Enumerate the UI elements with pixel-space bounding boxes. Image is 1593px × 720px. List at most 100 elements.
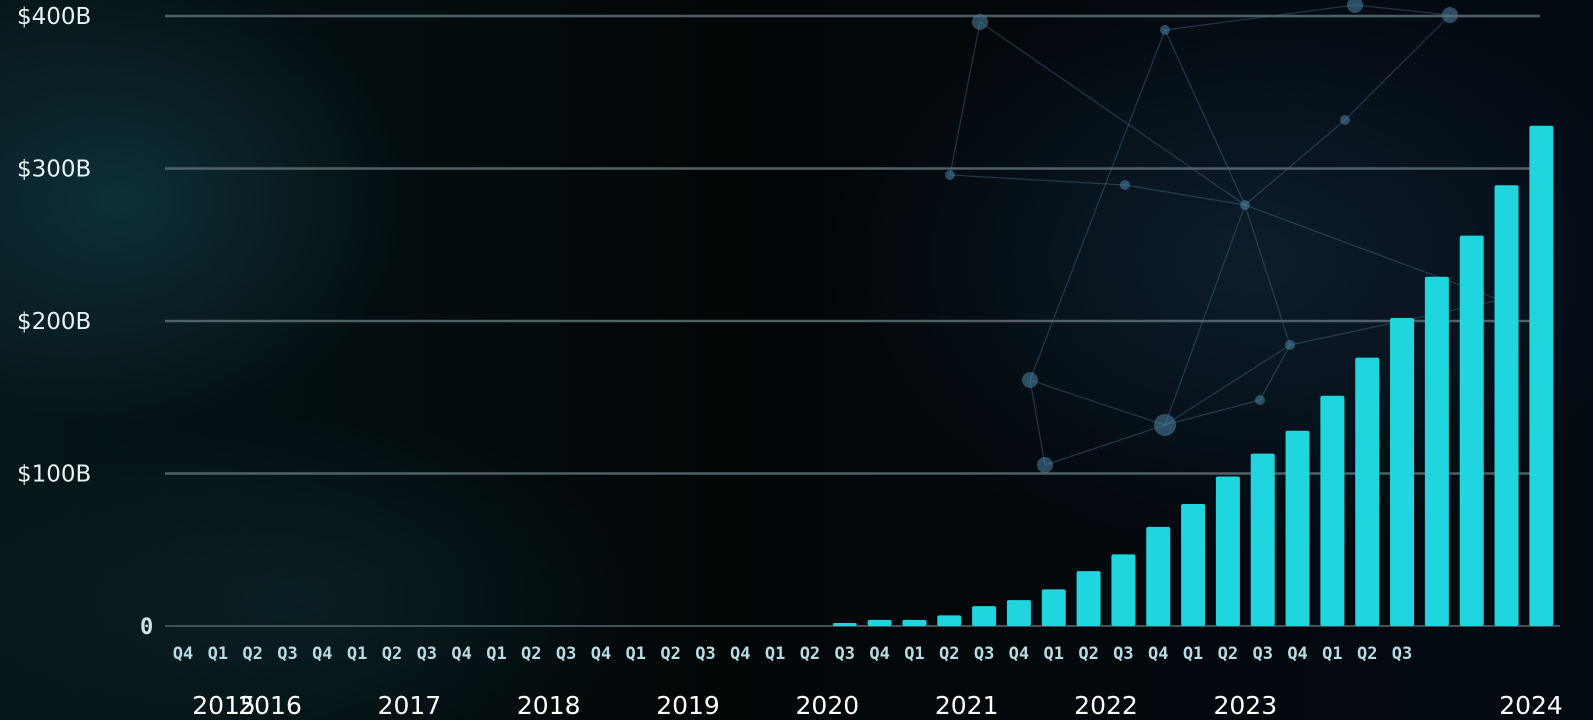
quarter-tick-label: Q4 [1148, 644, 1168, 664]
network-link [979, 21, 1246, 206]
network-node [1037, 457, 1053, 473]
y-tick-label: $200B [17, 309, 91, 335]
quarter-tick-label: Q4 [451, 644, 471, 664]
bars [832, 125, 1554, 627]
year-label: 2024 [1499, 691, 1563, 720]
network-link [1164, 29, 1246, 206]
quarter-tick-label: Q1 [1322, 644, 1342, 664]
bar [1320, 395, 1345, 626]
year-label: 2023 [1214, 691, 1278, 720]
year-label: 2017 [378, 691, 442, 720]
network-link [1164, 4, 1356, 31]
year-label: 2021 [935, 691, 999, 720]
network-link [1029, 379, 1166, 426]
quarter-tick-label: Q1 [904, 644, 924, 664]
bar [1285, 430, 1310, 626]
quarter-tick-label: Q2 [1357, 644, 1377, 664]
quarter-tick-label: Q2 [242, 644, 262, 664]
bar [1494, 185, 1519, 626]
quarter-tick-label: Q3 [695, 644, 715, 664]
quarter-tick-label: Q3 [1252, 644, 1272, 664]
quarter-tick-label: Q3 [417, 644, 437, 664]
bar [902, 619, 927, 626]
quarter-tick-label: Q3 [974, 644, 994, 664]
quarter-tick-label: Q4 [591, 644, 611, 664]
quarter-ticks: Q4 Q1 Q2 Q3 Q4 Q1 Q2 Q3 Q4 Q1 Q2 Q3 Q4 Q1 Q2 Q3 Q4 Q1 Q2 Q3… [173, 644, 1413, 664]
bar [1006, 600, 1031, 626]
quarter-tick-label: Q1 [208, 644, 228, 664]
network-node [1347, 0, 1363, 13]
quarter-tick-label: Q4 [1287, 644, 1307, 664]
bar [1181, 504, 1206, 626]
quarter-tick-label: Q1 [1183, 644, 1203, 664]
quarter-tick-label: Q3 [277, 644, 297, 664]
network-link [1124, 184, 1246, 206]
quarter-tick-label: Q3 [835, 644, 855, 664]
network-link [1029, 29, 1166, 381]
network-node [1022, 372, 1038, 388]
quarter-tick-label: Q4 [869, 644, 889, 664]
quarter-tick-label: Q3 [556, 644, 576, 664]
network-node [1255, 395, 1265, 405]
network-node [1240, 200, 1250, 210]
network-link [1164, 344, 1291, 426]
bar [1390, 317, 1415, 626]
year-label: 2020 [796, 691, 860, 720]
network-link [949, 174, 1126, 186]
network-link [1354, 4, 1451, 16]
network-node [972, 14, 988, 30]
bar [1459, 235, 1484, 626]
network-link [1029, 379, 1046, 466]
quarter-tick-label: Q4 [173, 644, 193, 664]
bar [1111, 554, 1136, 626]
bar [1041, 589, 1066, 626]
quarter-tick-label: Q2 [521, 644, 541, 664]
quarter-tick-label: Q2 [660, 644, 680, 664]
network-link [1164, 399, 1261, 426]
year-label: 2016 [238, 691, 302, 720]
year-label: 2019 [656, 691, 720, 720]
quarter-tick-label: Q1 [486, 644, 506, 664]
network-node [1154, 414, 1176, 436]
bar [1215, 476, 1240, 626]
network-node [1120, 180, 1130, 190]
quarter-tick-label: Q2 [939, 644, 959, 664]
quarter-tick-label: Q3 [1113, 644, 1133, 664]
network-link [1259, 344, 1291, 401]
network-link [949, 21, 981, 176]
network-node [945, 170, 955, 180]
bar [867, 619, 892, 626]
bar [1355, 357, 1380, 626]
quarter-tick-label: Q4 [730, 644, 750, 664]
network-link [1164, 204, 1246, 426]
network-node [1160, 25, 1170, 35]
bar [1424, 276, 1449, 626]
quarter-tick-label: Q1 [765, 644, 785, 664]
quarter-tick-label: Q2 [800, 644, 820, 664]
network-link [1044, 424, 1166, 466]
bar [832, 622, 857, 626]
network-background [945, 0, 1505, 473]
y-tick-label: $100B [17, 462, 91, 488]
quarter-tick-label: Q1 [1044, 644, 1064, 664]
quarter-tick-label: Q4 [1009, 644, 1029, 664]
network-link [1244, 204, 1291, 346]
quarter-tick-label: Q3 [1392, 644, 1412, 664]
y-axis-ticks: 0 $100B $200B $300B $400B [17, 4, 153, 640]
bar [1076, 571, 1101, 626]
gridlines [165, 14, 1560, 627]
network-node [1285, 340, 1295, 350]
network-node [1340, 115, 1350, 125]
bar [937, 615, 962, 626]
quarter-tick-label: Q2 [382, 644, 402, 664]
year-label: 2022 [1074, 691, 1138, 720]
quarter-tick-label: Q1 [347, 644, 367, 664]
y-tick-label: $400B [17, 4, 91, 30]
quarter-tick-label: Q4 [312, 644, 332, 664]
y-tick-label: $300B [17, 157, 91, 183]
bar [1146, 526, 1171, 626]
quarter-tick-label: Q1 [626, 644, 646, 664]
